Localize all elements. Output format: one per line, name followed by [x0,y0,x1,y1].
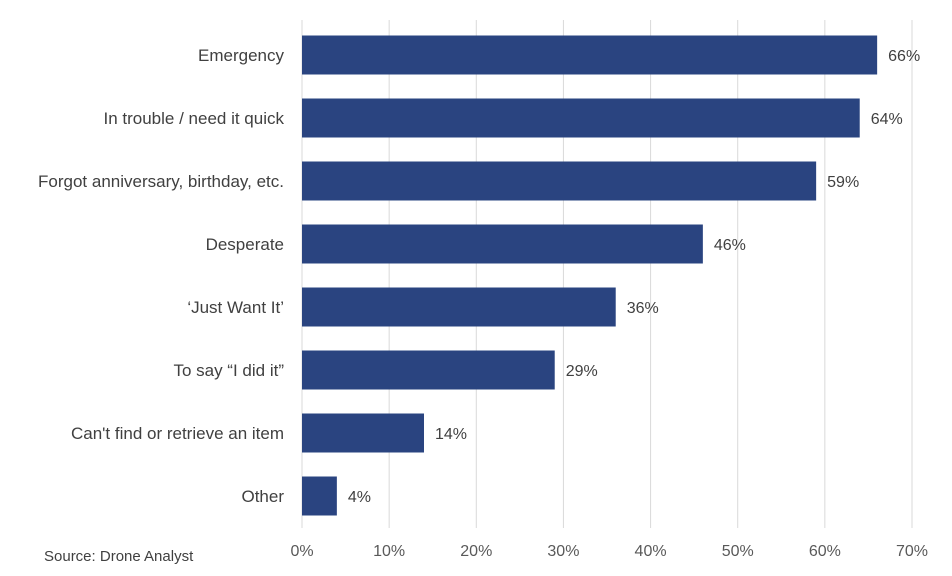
x-axis-tick-labels: 0% 10% 20% 30% 40% 50% 60% 70% [290,543,928,560]
value-label: 14% [435,426,467,443]
x-tick-label: 50% [722,543,754,560]
category-labels: Emergency In trouble / need it quick Forgo… [38,46,284,506]
category-label: To say “I did it” [173,361,284,380]
x-tick-label: 70% [896,543,928,560]
x-tick-label: 60% [809,543,841,560]
category-label: In trouble / need it quick [103,109,284,128]
bar [302,224,703,264]
category-label: Desperate [206,235,284,254]
value-label: 4% [348,489,371,506]
x-tick-label: 10% [373,543,405,560]
bar [302,161,817,201]
value-label: 59% [827,174,859,191]
bar [302,98,860,138]
category-label: Can't find or retrieve an item [71,424,284,443]
value-label: 64% [871,111,903,128]
category-label: Emergency [198,46,284,65]
value-label: 29% [566,363,598,380]
bar [302,413,424,453]
bar [302,350,555,390]
category-label: Other [241,487,284,506]
value-label: 36% [627,300,659,317]
x-tick-label: 30% [547,543,579,560]
bar [302,287,616,327]
x-tick-label: 20% [460,543,492,560]
value-label: 66% [888,48,920,65]
bars [302,35,878,516]
category-label: ‘Just Want It’ [187,298,284,317]
value-label: 46% [714,237,746,254]
category-label: Forgot anniversary, birthday, etc. [38,172,284,191]
x-tick-label: 40% [635,543,667,560]
bar [302,476,337,516]
source-note: Source: Drone Analyst [44,548,194,565]
bar [302,35,878,75]
x-tick-label: 0% [290,543,313,560]
value-labels: 66% 64% 59% 46% 36% 29% 14% 4% [348,48,920,506]
